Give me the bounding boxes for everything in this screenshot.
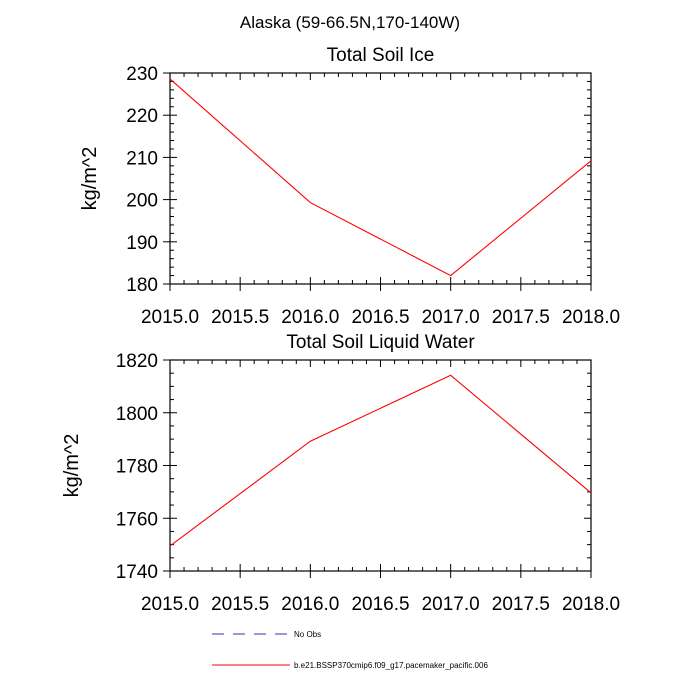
soil-liquid-water-y-tick-label: 1800 <box>116 404 158 425</box>
soil-liquid-water-y-tick-label: 1820 <box>116 351 158 372</box>
legend-label-no-obs: No Obs <box>294 630 321 639</box>
panel-total-soil-ice: Total Soil Ice 2015.0 2015.5 2016.0 2016.5 20… <box>79 45 620 328</box>
soil-liquid-water-x-tick-label: 2016.5 <box>351 594 409 615</box>
figure-suptitle: Alaska (59-66.5N,170-140W) <box>240 13 460 32</box>
soil-ice-x-tick-label: 2015.0 <box>141 307 199 328</box>
soil-liquid-water-title: Total Soil Liquid Water <box>286 332 475 353</box>
soil-liquid-water-y-tick-label: 1760 <box>116 509 158 530</box>
soil-liquid-water-x-tick-label: 2015.0 <box>141 594 199 615</box>
soil-ice-y-tick-label: 180 <box>126 275 158 296</box>
soil-liquid-water-x-tick-label: 2017.5 <box>492 594 550 615</box>
soil-liquid-water-y-tick-label: 1780 <box>116 457 158 478</box>
soil-liquid-water-y-tick-label: 1740 <box>116 562 158 583</box>
soil-liquid-water-x-tick-label: 2018.0 <box>562 594 620 615</box>
soil-ice-x-tick-label: 2017.0 <box>422 307 480 328</box>
soil-ice-y-tick-label: 230 <box>126 64 158 85</box>
soil-ice-y-tick-label: 190 <box>126 233 158 254</box>
soil-ice-x-tick-label: 2016.0 <box>281 307 339 328</box>
legend-label-model: b.e21.BSSP370cmip6.f09_g17.pacemaker_pac… <box>294 661 488 670</box>
soil-liquid-water-plot-frame <box>169 359 592 572</box>
soil-ice-x-tick-label: 2017.5 <box>492 307 550 328</box>
soil-ice-x-tick-label: 2018.0 <box>562 307 620 328</box>
soil-ice-y-axis-label: kg/m^2 <box>79 147 101 211</box>
soil-liquid-water-y-axis-label: kg/m^2 <box>61 434 83 498</box>
panel-total-soil-liquid-water: Total Soil Liquid Water 2015.0 2015.5 2016.… <box>61 332 620 615</box>
soil-ice-y-tick-label: 220 <box>126 106 158 127</box>
soil-ice-y-tick-label: 210 <box>126 148 158 169</box>
soil-ice-plot-frame <box>169 72 592 285</box>
soil-ice-x-tick-label: 2015.5 <box>211 307 269 328</box>
soil-ice-y-tick-label: 200 <box>126 191 158 212</box>
legend: No Obs b.e21.BSSP370cmip6.f09_g17.pacema… <box>212 630 488 670</box>
soil-liquid-water-series-line <box>169 374 592 547</box>
soil-liquid-water-x-tick-label: 2016.0 <box>281 594 339 615</box>
soil-ice-series-line <box>169 78 592 277</box>
soil-liquid-water-x-tick-label: 2015.5 <box>211 594 269 615</box>
soil-ice-title: Total Soil Ice <box>327 45 435 66</box>
soil-liquid-water-x-tick-label: 2017.0 <box>422 594 480 615</box>
soil-ice-x-tick-label: 2016.5 <box>351 307 409 328</box>
